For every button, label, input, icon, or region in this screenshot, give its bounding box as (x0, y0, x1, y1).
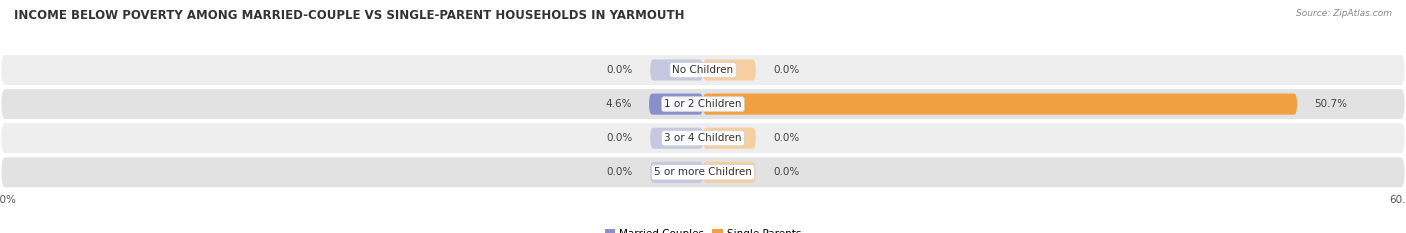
Text: 5 or more Children: 5 or more Children (654, 167, 752, 177)
Text: 1 or 2 Children: 1 or 2 Children (664, 99, 742, 109)
FancyBboxPatch shape (650, 93, 703, 115)
Text: 0.0%: 0.0% (606, 133, 633, 143)
FancyBboxPatch shape (703, 128, 756, 149)
FancyBboxPatch shape (0, 88, 1406, 120)
Text: Source: ZipAtlas.com: Source: ZipAtlas.com (1296, 9, 1392, 18)
Text: INCOME BELOW POVERTY AMONG MARRIED-COUPLE VS SINGLE-PARENT HOUSEHOLDS IN YARMOUT: INCOME BELOW POVERTY AMONG MARRIED-COUPL… (14, 9, 685, 22)
FancyBboxPatch shape (0, 54, 1406, 86)
Text: 50.7%: 50.7% (1315, 99, 1347, 109)
FancyBboxPatch shape (703, 93, 1298, 115)
FancyBboxPatch shape (650, 128, 703, 149)
Text: 3 or 4 Children: 3 or 4 Children (664, 133, 742, 143)
FancyBboxPatch shape (650, 162, 703, 183)
Text: 0.0%: 0.0% (606, 167, 633, 177)
FancyBboxPatch shape (703, 59, 756, 81)
Text: No Children: No Children (672, 65, 734, 75)
FancyBboxPatch shape (0, 122, 1406, 154)
Text: 0.0%: 0.0% (773, 133, 800, 143)
Text: 0.0%: 0.0% (606, 65, 633, 75)
Text: 4.6%: 4.6% (605, 99, 631, 109)
Text: 0.0%: 0.0% (773, 167, 800, 177)
FancyBboxPatch shape (650, 59, 703, 81)
FancyBboxPatch shape (0, 156, 1406, 189)
Text: 0.0%: 0.0% (773, 65, 800, 75)
FancyBboxPatch shape (703, 162, 756, 183)
Legend: Married Couples, Single Parents: Married Couples, Single Parents (605, 229, 801, 233)
